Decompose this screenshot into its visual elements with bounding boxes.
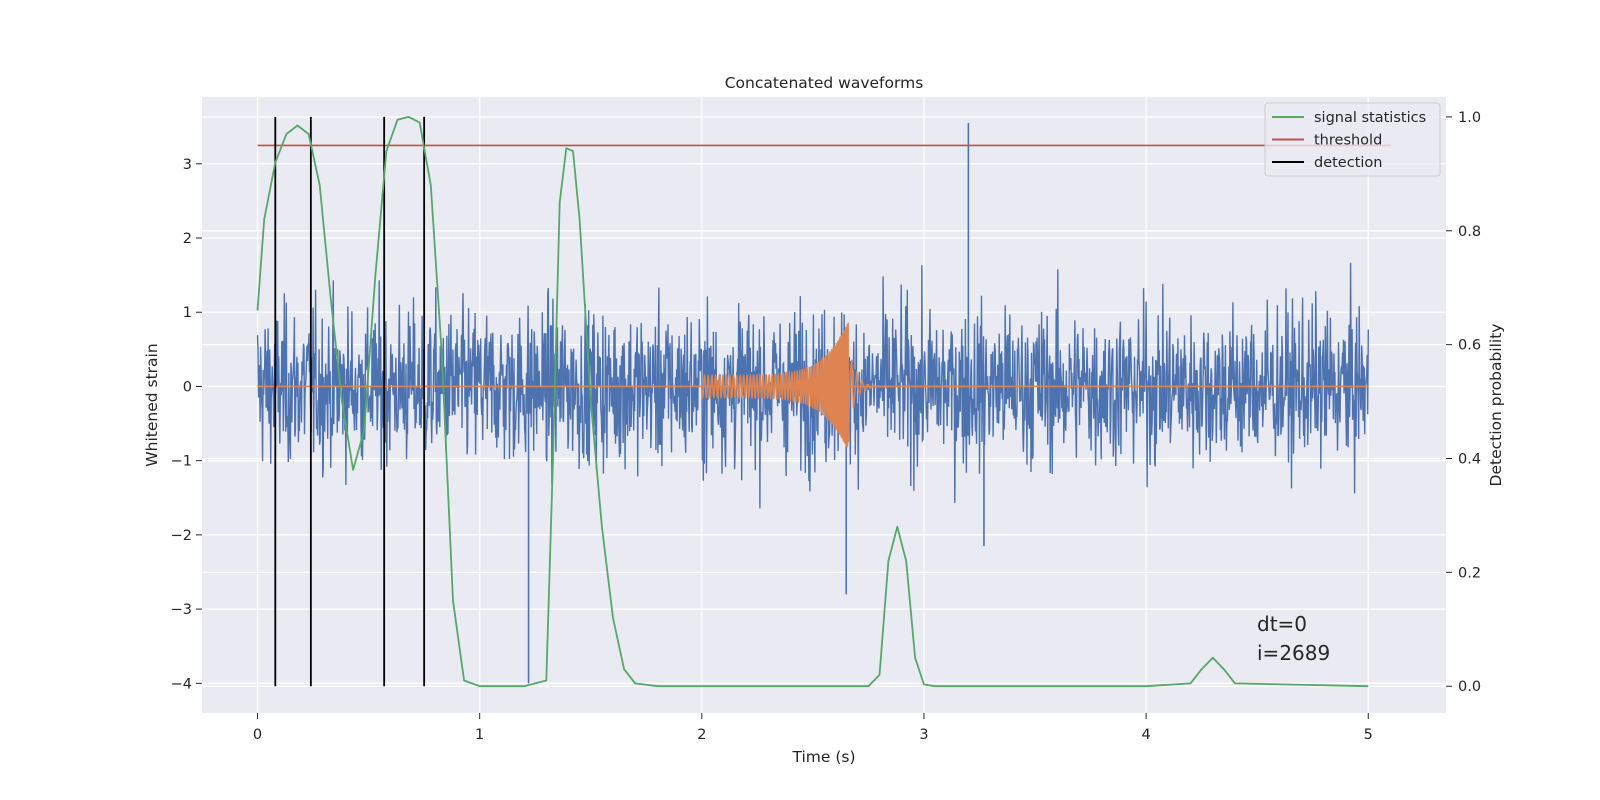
y-tick-label: −3 <box>171 602 192 618</box>
x-tick-label: 5 <box>1364 727 1373 743</box>
y-right-tick-label: 0.6 <box>1458 338 1481 354</box>
legend-label: signal statistics <box>1314 110 1426 126</box>
y-right-tick-label: 0.2 <box>1458 565 1481 581</box>
x-tick-label: 2 <box>697 727 706 743</box>
legend-label: detection <box>1314 155 1382 171</box>
y-tick-label: 0 <box>183 379 192 395</box>
y-tick-label: −1 <box>171 454 192 470</box>
y-tick-label: −4 <box>171 676 192 692</box>
y-right-tick-label: 0.8 <box>1458 224 1481 240</box>
legend-box <box>1264 102 1441 177</box>
legend: signal statistics threshold detection <box>1264 102 1441 177</box>
signal-statistics-line <box>256 116 1369 688</box>
annotation-i: i=2689 <box>1257 641 1330 665</box>
x-tick-label: 0 <box>253 727 262 743</box>
legend-label: threshold <box>1314 133 1382 149</box>
y-tick-label: 2 <box>183 231 192 247</box>
waveform-chirp-line <box>701 322 982 448</box>
y-right-tick-label: 0.4 <box>1458 452 1481 468</box>
x-tick-label: 3 <box>919 727 928 743</box>
y-ticks-left: −4 −3 −2 −1 0 1 2 3 <box>171 157 202 692</box>
x-ticks: 0 1 2 3 4 5 <box>253 713 1373 743</box>
y-axis-label-right: Detection probability <box>1487 324 1505 487</box>
y-tick-label: 1 <box>183 305 192 321</box>
x-tick-label: 4 <box>1141 727 1150 743</box>
y-axis-label: Whitened strain <box>143 343 161 466</box>
chart-title: Concatenated waveforms <box>725 74 924 92</box>
series-layer <box>256 116 1391 688</box>
y-tick-label: 3 <box>183 157 192 173</box>
y-tick-label: −2 <box>171 528 192 544</box>
x-tick-label: 1 <box>475 727 484 743</box>
x-axis-label: Time (s) <box>791 748 855 766</box>
y-ticks-right: 0.0 0.2 0.4 0.6 0.8 1.0 <box>1446 110 1481 695</box>
annotation-dt: dt=0 <box>1257 612 1307 636</box>
y-right-tick-label: 1.0 <box>1458 110 1481 126</box>
y-right-tick-label: 0.0 <box>1458 679 1481 695</box>
